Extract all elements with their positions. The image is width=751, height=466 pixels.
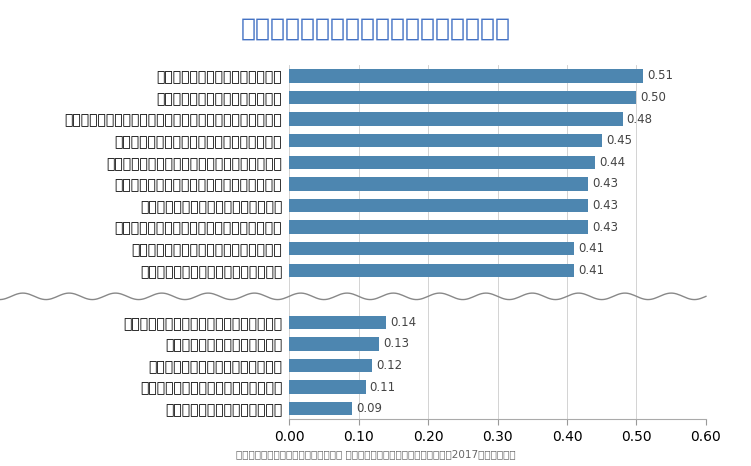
- Text: 0.48: 0.48: [627, 113, 653, 126]
- Text: 0.09: 0.09: [356, 402, 382, 415]
- Bar: [289, 91, 637, 104]
- Text: 0.13: 0.13: [384, 337, 409, 350]
- Bar: [289, 337, 379, 350]
- Text: 0.43: 0.43: [592, 178, 618, 191]
- Text: 参考：アクセル・デジタル時代の営業 最強の教科書（マーク・ロベルジュ、2017年、祥伝社）: 参考：アクセル・デジタル時代の営業 最強の教科書（マーク・ロベルジュ、2017年…: [236, 449, 515, 459]
- Bar: [289, 402, 351, 415]
- Bar: [289, 112, 623, 126]
- Text: 0.11: 0.11: [369, 381, 396, 394]
- Text: 0.41: 0.41: [578, 264, 605, 277]
- Text: 0.43: 0.43: [592, 221, 618, 233]
- Bar: [289, 177, 588, 191]
- Bar: [289, 264, 574, 277]
- Text: 0.14: 0.14: [391, 316, 417, 329]
- Bar: [289, 359, 372, 372]
- Bar: [289, 220, 588, 234]
- Bar: [289, 134, 602, 147]
- Bar: [289, 69, 644, 82]
- Bar: [289, 242, 574, 255]
- Bar: [289, 315, 387, 329]
- Bar: [289, 380, 366, 394]
- Text: 0.51: 0.51: [647, 69, 674, 82]
- Bar: [289, 156, 595, 169]
- Text: 0.44: 0.44: [599, 156, 625, 169]
- Text: 0.50: 0.50: [641, 91, 667, 104]
- Text: 0.12: 0.12: [377, 359, 403, 372]
- Text: 0.43: 0.43: [592, 199, 618, 212]
- Text: 0.41: 0.41: [578, 242, 605, 255]
- Text: 0.45: 0.45: [606, 134, 632, 147]
- Text: 受注額と評価項目との相関（相関係数）: 受注額と評価項目との相関（相関係数）: [240, 16, 511, 41]
- Bar: [289, 199, 588, 212]
